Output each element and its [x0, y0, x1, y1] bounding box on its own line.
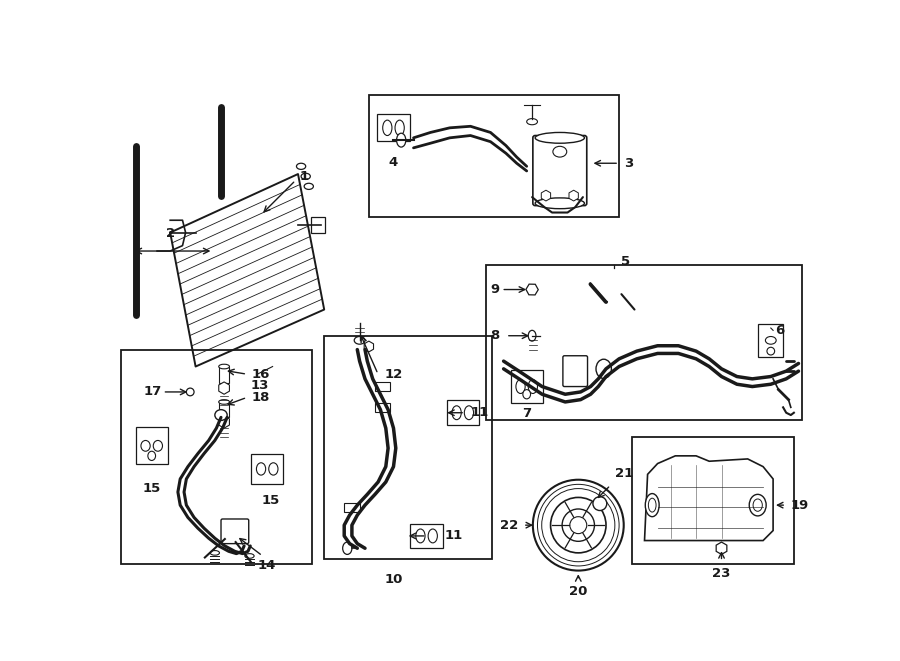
Text: 11: 11 [471, 407, 489, 419]
Text: 21: 21 [616, 467, 634, 481]
Ellipse shape [533, 480, 624, 570]
Ellipse shape [562, 509, 595, 541]
Ellipse shape [528, 379, 537, 393]
Ellipse shape [355, 336, 365, 344]
Ellipse shape [593, 496, 607, 510]
Ellipse shape [452, 406, 461, 420]
Ellipse shape [219, 364, 230, 369]
Bar [344, 503, 360, 512]
Bar [369, 95, 619, 217]
FancyBboxPatch shape [533, 136, 587, 206]
Text: 17: 17 [144, 385, 162, 399]
Text: 5: 5 [621, 254, 631, 268]
Text: 4: 4 [389, 155, 398, 169]
FancyBboxPatch shape [562, 356, 588, 387]
Ellipse shape [523, 389, 531, 399]
Text: 8: 8 [491, 329, 500, 342]
Ellipse shape [645, 494, 659, 517]
Bar [375, 403, 391, 412]
Bar [324, 336, 492, 559]
Ellipse shape [536, 198, 584, 209]
Bar [375, 382, 391, 391]
Ellipse shape [296, 163, 306, 169]
Ellipse shape [528, 330, 536, 341]
Ellipse shape [215, 410, 227, 420]
Ellipse shape [648, 498, 656, 512]
Text: 6: 6 [776, 324, 785, 337]
Bar [446, 401, 479, 425]
Ellipse shape [153, 440, 163, 451]
Ellipse shape [343, 542, 352, 555]
Text: 13: 13 [250, 379, 269, 392]
Ellipse shape [753, 499, 762, 512]
Ellipse shape [304, 183, 313, 190]
Text: 2: 2 [166, 227, 175, 240]
Text: 1: 1 [300, 170, 309, 183]
Ellipse shape [537, 485, 619, 566]
Bar [410, 524, 443, 548]
Bar [311, 217, 325, 233]
Text: 3: 3 [625, 157, 634, 170]
Text: 12: 12 [384, 368, 402, 381]
FancyBboxPatch shape [221, 519, 248, 543]
Ellipse shape [765, 336, 776, 344]
Text: 14: 14 [258, 559, 276, 572]
Ellipse shape [382, 120, 392, 136]
Text: 22: 22 [500, 519, 518, 531]
Bar [377, 114, 410, 141]
Ellipse shape [256, 463, 266, 475]
Text: 16: 16 [252, 368, 270, 381]
Text: 7: 7 [522, 407, 531, 420]
Text: 9: 9 [491, 283, 500, 296]
Ellipse shape [596, 359, 611, 379]
Bar [136, 428, 168, 464]
Ellipse shape [464, 406, 473, 420]
Text: 15: 15 [142, 482, 161, 495]
Bar [486, 265, 802, 420]
Ellipse shape [428, 529, 437, 543]
Ellipse shape [219, 400, 230, 405]
Ellipse shape [767, 347, 775, 355]
Bar [121, 350, 312, 564]
Ellipse shape [141, 440, 150, 451]
Ellipse shape [395, 120, 404, 136]
Text: 11: 11 [445, 529, 463, 543]
Ellipse shape [416, 529, 425, 543]
Ellipse shape [551, 498, 606, 553]
Text: 19: 19 [791, 498, 809, 512]
Ellipse shape [148, 451, 156, 461]
Bar [220, 402, 229, 417]
Bar [220, 367, 229, 383]
Ellipse shape [302, 173, 310, 179]
Bar [251, 454, 284, 484]
Ellipse shape [553, 146, 567, 157]
Ellipse shape [397, 134, 406, 147]
Text: 10: 10 [384, 573, 402, 586]
Text: 23: 23 [712, 566, 731, 580]
Ellipse shape [211, 551, 220, 555]
Bar [632, 437, 794, 564]
Ellipse shape [536, 132, 584, 143]
Ellipse shape [269, 463, 278, 475]
Polygon shape [644, 456, 773, 541]
Ellipse shape [245, 554, 254, 559]
Ellipse shape [570, 517, 587, 533]
Ellipse shape [526, 118, 537, 125]
Bar [510, 370, 543, 403]
Text: 18: 18 [252, 391, 270, 404]
Bar [759, 324, 783, 356]
Ellipse shape [516, 379, 526, 393]
Text: 15: 15 [261, 494, 279, 508]
Ellipse shape [542, 488, 615, 562]
Ellipse shape [749, 494, 766, 516]
Text: 20: 20 [569, 585, 588, 598]
Ellipse shape [186, 388, 194, 396]
